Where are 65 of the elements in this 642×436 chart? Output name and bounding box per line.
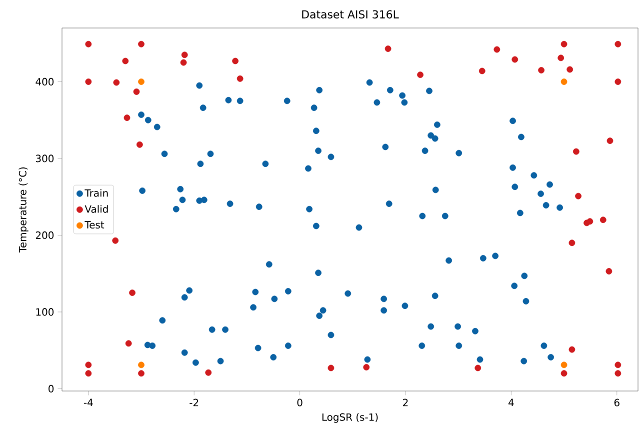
x-tick-label: 4	[508, 398, 514, 406]
point	[236, 75, 244, 82]
x-tick-label: 6	[614, 398, 620, 406]
point	[572, 148, 580, 155]
point	[122, 58, 129, 64]
point	[606, 138, 614, 144]
point	[417, 72, 424, 78]
point	[85, 370, 92, 377]
legend-label: Train	[84, 189, 108, 197]
y-tick-label: 100	[36, 308, 54, 316]
y-tick-label: 400	[36, 78, 54, 86]
point	[566, 66, 574, 73]
point	[538, 67, 545, 74]
point	[125, 340, 132, 347]
point	[232, 58, 239, 64]
point	[138, 78, 144, 85]
y-tick-label: 300	[36, 154, 54, 162]
point	[614, 370, 622, 377]
point	[600, 216, 606, 224]
point	[363, 364, 370, 370]
point	[474, 364, 482, 372]
point	[180, 59, 187, 66]
x-tick-label: 2	[403, 398, 408, 406]
point	[328, 364, 334, 372]
y-axis-title: Temperature (°C)	[18, 167, 28, 253]
chart-title: Dataset AISI 316L	[302, 10, 399, 18]
point	[384, 46, 392, 52]
point	[614, 362, 622, 368]
point	[560, 40, 568, 48]
point	[614, 40, 622, 48]
point	[113, 79, 120, 86]
legend-label: Test	[84, 221, 104, 229]
point	[85, 40, 92, 48]
point	[181, 52, 188, 58]
point	[606, 268, 612, 274]
point	[558, 54, 564, 62]
point	[575, 192, 582, 200]
point	[560, 362, 568, 368]
y-tick-label: 0	[48, 384, 54, 392]
point	[494, 46, 500, 53]
point	[478, 68, 486, 74]
point	[568, 240, 576, 246]
x-tick-label: 0	[297, 398, 302, 406]
point	[85, 78, 92, 85]
point	[138, 362, 144, 368]
point	[129, 290, 136, 296]
point	[124, 114, 130, 121]
point	[205, 369, 212, 376]
point	[586, 218, 594, 225]
y-tick-label: 200	[36, 231, 54, 239]
point	[136, 141, 143, 148]
point	[568, 346, 576, 353]
point	[112, 237, 119, 244]
point	[512, 56, 518, 63]
point	[560, 78, 568, 85]
x-axis-title: LogSR (s-1)	[322, 413, 378, 423]
point	[614, 78, 622, 85]
point	[560, 370, 568, 377]
point	[138, 370, 144, 377]
point	[138, 40, 144, 48]
x-tick-label: -4	[84, 398, 93, 406]
point	[133, 88, 140, 95]
legend-label: Valid	[84, 205, 108, 213]
x-tick-label: -2	[190, 398, 198, 406]
point	[85, 362, 92, 368]
